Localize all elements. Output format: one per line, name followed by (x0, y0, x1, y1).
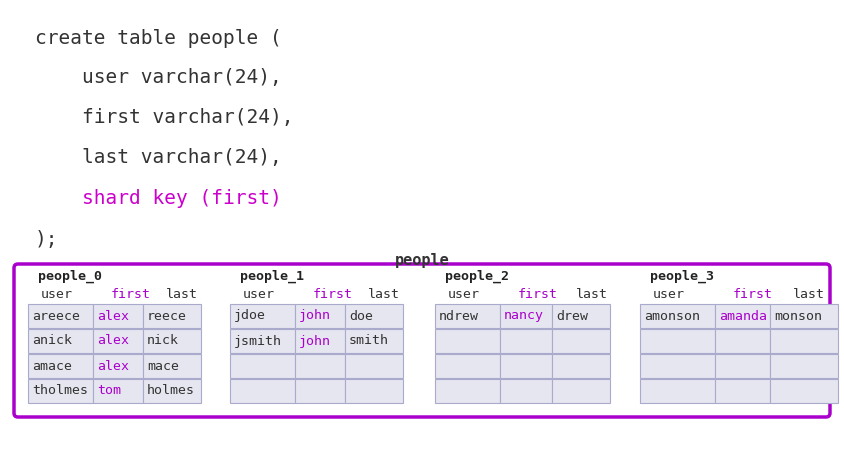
Bar (230, 304, 295, 328)
Bar (143, 379, 201, 403)
Bar (143, 329, 201, 353)
Bar (714, 304, 769, 328)
Bar (551, 379, 609, 403)
Bar (714, 354, 769, 378)
Text: user: user (447, 288, 479, 301)
Text: people: people (394, 253, 449, 268)
Text: jdoe: jdoe (234, 309, 266, 322)
Bar (500, 379, 551, 403)
Text: areece: areece (32, 309, 80, 322)
Bar (230, 379, 295, 403)
Text: people_3: people_3 (649, 270, 713, 283)
Bar (639, 354, 714, 378)
Text: first varchar(24),: first varchar(24), (35, 109, 293, 127)
Text: tholmes: tholmes (32, 385, 88, 397)
Text: last: last (792, 288, 824, 301)
Bar (28, 329, 93, 353)
Text: amanda: amanda (718, 309, 766, 322)
Text: tom: tom (97, 385, 121, 397)
Bar (93, 379, 143, 403)
Bar (435, 304, 500, 328)
Bar (551, 329, 609, 353)
Text: last: last (576, 288, 608, 301)
Bar (714, 379, 769, 403)
Text: people_0: people_0 (38, 270, 102, 283)
Text: first: first (312, 288, 353, 301)
Bar (500, 304, 551, 328)
Bar (28, 379, 93, 403)
Text: user: user (243, 288, 274, 301)
Text: people_2: people_2 (445, 270, 508, 283)
Bar (500, 354, 551, 378)
Bar (435, 329, 500, 353)
Text: last: last (368, 288, 399, 301)
Bar (93, 354, 143, 378)
Bar (551, 304, 609, 328)
Text: user varchar(24),: user varchar(24), (35, 68, 281, 88)
Text: smith: smith (349, 335, 388, 348)
Text: alex: alex (97, 359, 129, 373)
Text: anick: anick (32, 335, 72, 348)
Text: shard key (first): shard key (first) (35, 189, 281, 207)
Text: user: user (652, 288, 684, 301)
Text: amonson: amonson (643, 309, 699, 322)
Text: monson: monson (773, 309, 821, 322)
Text: user: user (41, 288, 73, 301)
Bar (28, 304, 93, 328)
Bar (230, 329, 295, 353)
Bar (344, 379, 403, 403)
Bar (639, 304, 714, 328)
Bar (295, 379, 344, 403)
Bar (295, 304, 344, 328)
Bar (143, 354, 201, 378)
Text: nancy: nancy (503, 309, 544, 322)
Bar (769, 304, 837, 328)
Text: jsmith: jsmith (234, 335, 282, 348)
Bar (639, 379, 714, 403)
Bar (28, 354, 93, 378)
Text: people_1: people_1 (240, 270, 304, 283)
Bar (769, 354, 837, 378)
Bar (295, 329, 344, 353)
Text: doe: doe (349, 309, 372, 322)
Bar (344, 329, 403, 353)
Text: drew: drew (555, 309, 587, 322)
Bar (143, 304, 201, 328)
Text: mace: mace (147, 359, 179, 373)
Text: reece: reece (147, 309, 187, 322)
Bar (344, 304, 403, 328)
Text: amace: amace (32, 359, 72, 373)
Text: nick: nick (147, 335, 179, 348)
Text: create table people (: create table people ( (35, 29, 281, 47)
Bar (500, 329, 551, 353)
Bar (551, 354, 609, 378)
Bar (93, 329, 143, 353)
Text: first: first (517, 288, 557, 301)
Text: holmes: holmes (147, 385, 195, 397)
Bar (435, 354, 500, 378)
Text: alex: alex (97, 335, 129, 348)
Text: alex: alex (97, 309, 129, 322)
Bar (344, 354, 403, 378)
Bar (295, 354, 344, 378)
Text: ndrew: ndrew (439, 309, 479, 322)
Bar (714, 329, 769, 353)
Bar (435, 379, 500, 403)
Text: last: last (165, 288, 197, 301)
Bar (769, 379, 837, 403)
Text: first: first (111, 288, 151, 301)
Text: first: first (732, 288, 772, 301)
Text: );: ); (35, 231, 58, 249)
Bar (230, 354, 295, 378)
Bar (769, 329, 837, 353)
FancyBboxPatch shape (14, 264, 829, 417)
Bar (639, 329, 714, 353)
Text: john: john (299, 335, 331, 348)
Text: john: john (299, 309, 331, 322)
Text: last varchar(24),: last varchar(24), (35, 148, 281, 168)
Bar (93, 304, 143, 328)
